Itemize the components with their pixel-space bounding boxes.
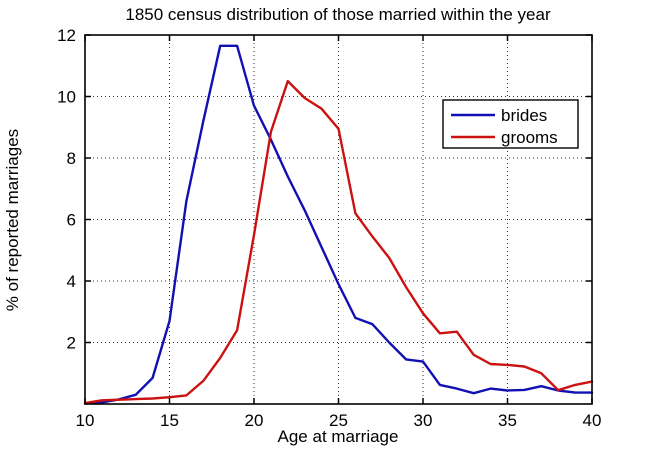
y-axis-label: % of reported marriages [3, 129, 22, 311]
x-tick-label: 35 [498, 411, 517, 430]
x-tick-label: 40 [583, 411, 602, 430]
series-layer [83, 44, 594, 405]
y-tick-label: 2 [67, 334, 76, 353]
grid-layer [85, 35, 592, 404]
x-tick-label: 20 [245, 411, 264, 430]
x-tick-label: 15 [160, 411, 179, 430]
y-tick-label: 10 [57, 88, 76, 107]
brides-series-line [83, 44, 594, 405]
legend: brides grooms [442, 99, 579, 149]
y-tick-label: 6 [67, 211, 76, 230]
tick-layer: 10 15 20 25 30 35 40 2 4 6 8 10 12 [57, 26, 601, 430]
legend-label-grooms: grooms [501, 128, 558, 147]
legend-item-brides: brides [451, 106, 547, 125]
x-tick-label: 25 [329, 411, 348, 430]
legend-item-grooms: grooms [451, 128, 558, 147]
y-tick-label: 4 [67, 272, 76, 291]
chart-title: 1850 census distribution of those marrie… [125, 5, 551, 24]
x-axis-label: Age at marriage [278, 427, 399, 446]
x-tick-label: 30 [414, 411, 433, 430]
y-tick-label: 8 [67, 149, 76, 168]
y-tick-label: 12 [57, 26, 76, 45]
grooms-series-line [83, 79, 594, 405]
legend-label-brides: brides [501, 106, 547, 125]
legend-box [442, 99, 579, 149]
x-tick-label: 10 [76, 411, 95, 430]
